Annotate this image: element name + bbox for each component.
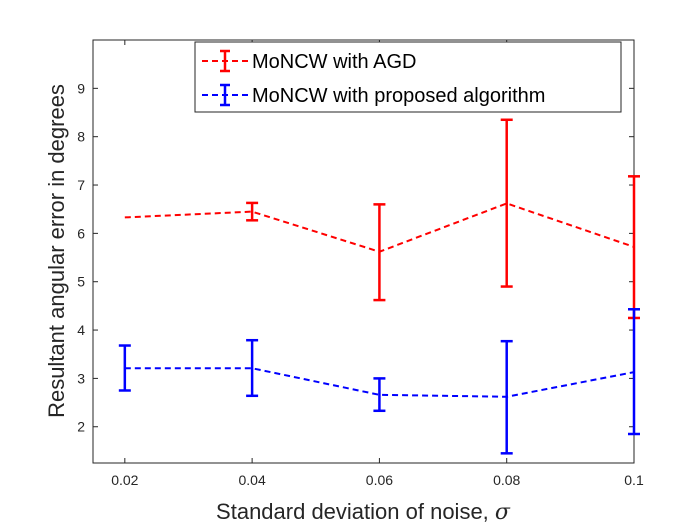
x-tick-label: 0.06 (366, 472, 393, 488)
y-tick-label: 9 (77, 80, 85, 96)
legend-label: MoNCW with AGD (252, 51, 416, 73)
series-1 (124, 118, 640, 320)
legend-item-1: MoNCW with AGD (202, 49, 416, 73)
series-2 (118, 308, 640, 455)
y-tick-label: 8 (77, 129, 85, 145)
legend-label: MoNCW with proposed algorithm (252, 85, 545, 107)
y-tick-label: 4 (77, 322, 85, 338)
error-bar (500, 118, 513, 288)
error-bar (118, 344, 131, 392)
legend: MoNCW with AGD MoNCW with proposed algori… (194, 41, 622, 113)
legend-box (194, 41, 622, 113)
series-line (124, 367, 635, 398)
legend-item-2: MoNCW with proposed algorithm (202, 83, 545, 107)
x-tick-label: 0.08 (493, 472, 520, 488)
y-tick-label: 7 (77, 177, 85, 193)
error-bar (500, 339, 513, 455)
error-bar (246, 338, 259, 398)
x-tick-label: 0.02 (111, 472, 138, 488)
series-layer (118, 118, 640, 455)
x-axis-label: Standard deviation of noise, σ (216, 499, 511, 525)
y-axis: 2 3 4 5 6 7 8 9 (77, 80, 634, 435)
y-tick-label: 3 (77, 370, 85, 386)
y-tick-label: 5 (77, 274, 85, 290)
x-tick-label: 0.1 (624, 472, 644, 488)
error-bar (246, 201, 259, 222)
y-axis-label: Resultant angular error in degrees (44, 84, 69, 418)
error-bar (373, 203, 386, 302)
x-tick-label: 0.04 (238, 472, 265, 488)
error-bar (628, 308, 640, 436)
error-bar (373, 377, 386, 413)
y-tick-label: 2 (77, 419, 85, 435)
y-tick-label: 6 (77, 225, 85, 241)
